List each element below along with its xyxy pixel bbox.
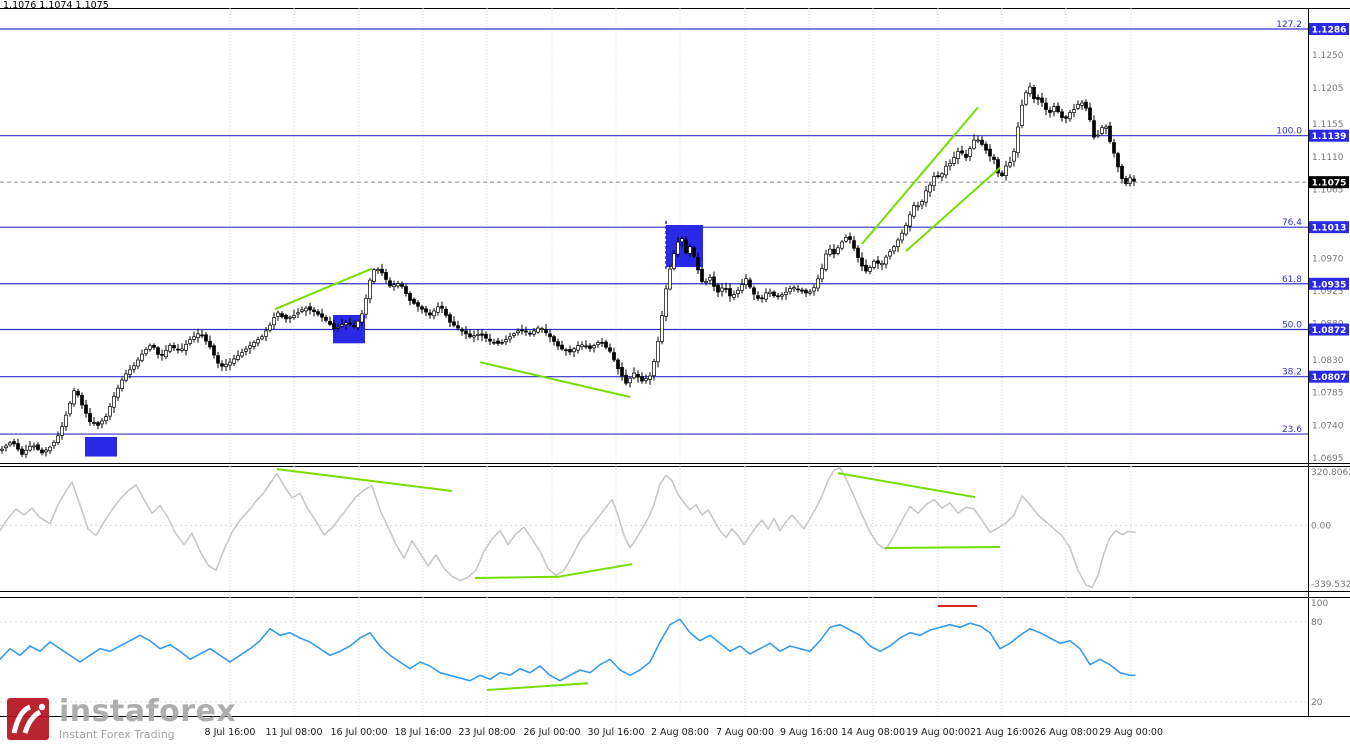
price-axis-label: 1.0925 xyxy=(1312,287,1344,297)
trend-line[interactable] xyxy=(837,472,976,499)
highlight-boxes xyxy=(85,220,703,457)
svg-text:1.0807: 1.0807 xyxy=(1312,373,1347,383)
cci-indicator-canvas[interactable]: 320.8062 0.00 -339.532 xyxy=(0,466,1350,591)
indicator-axis-label: 100 xyxy=(1311,599,1328,609)
time-axis-label: 23 Jul 08:00 xyxy=(458,727,516,738)
grid-lines xyxy=(229,597,1132,716)
svg-text:1.1013: 1.1013 xyxy=(1312,224,1347,234)
panel-border-top xyxy=(0,8,1350,9)
fib-level-label: 38.2 xyxy=(1282,368,1302,378)
fib-price-badge xyxy=(1309,323,1349,336)
fib-price-badge xyxy=(1309,221,1349,234)
rsi-indicator-line xyxy=(0,618,1136,682)
fib-level-label: 127.2 xyxy=(1276,20,1302,30)
time-axis-label: 9 Aug 16:00 xyxy=(779,727,839,738)
ohlc-quote-readout: 1.1076 1.1074 1.1075 xyxy=(3,0,109,11)
fib-price-badge xyxy=(1309,23,1349,35)
rsi-axis: 100 80 20 xyxy=(1311,599,1328,708)
panel-splitter-line[interactable] xyxy=(0,463,1350,464)
time-axis-label: 11 Jul 08:00 xyxy=(265,727,323,738)
fib-level-lines xyxy=(0,28,1308,435)
price-axis-label: 1.1155 xyxy=(1312,120,1344,130)
price-axis-label: 1.1110 xyxy=(1312,153,1344,163)
indicator-axis-label: 320.8062 xyxy=(1311,468,1350,478)
time-axis-label: 8 Jul 16:00 xyxy=(204,727,256,738)
watermark: instaforex Instant Forex Trading xyxy=(6,697,236,741)
svg-text:1.1075: 1.1075 xyxy=(1312,179,1347,189)
time-axis-label: 7 Aug 00:00 xyxy=(715,727,775,738)
fib-level-label: 76.4 xyxy=(1282,218,1302,228)
svg-text:1.1286: 1.1286 xyxy=(1312,26,1347,36)
indicator-axis-label: 80 xyxy=(1311,618,1323,628)
indicator-axis-label: -339.532 xyxy=(1311,580,1350,590)
candlestick-series xyxy=(0,82,1136,458)
price-axis-label: 1.0830 xyxy=(1312,356,1344,366)
price-axis: 1.1250 1.1205 1.1155 1.1110 1.1065 1.0970 1.09… xyxy=(1276,20,1349,463)
price-axis-label: 1.0695 xyxy=(1312,454,1344,463)
time-axis-label: 29 Aug 00:00 xyxy=(1098,727,1164,738)
fib-price-badge xyxy=(1309,370,1349,383)
price-axis-separator xyxy=(1308,8,1309,716)
trend-line[interactable] xyxy=(474,563,633,579)
svg-text:1.1139: 1.1139 xyxy=(1312,132,1347,142)
trend-line[interactable] xyxy=(486,682,589,691)
time-axis-label: 26 Aug 08:00 xyxy=(1033,727,1099,738)
time-axis-label: 26 Jul 00:00 xyxy=(523,727,581,738)
brand-tagline: Instant Forex Trading xyxy=(59,728,175,741)
fib-price-badge xyxy=(1309,277,1349,290)
trend-line[interactable] xyxy=(884,546,1001,549)
fib-level-label: 23.6 xyxy=(1282,425,1302,435)
time-axis-label: 19 Aug 00:00 xyxy=(905,727,971,738)
cci-axis: 320.8062 0.00 -339.532 xyxy=(1311,468,1350,590)
time-axis-label: 16 Jul 00:00 xyxy=(330,727,388,738)
fib-level-label: 50.0 xyxy=(1282,321,1302,331)
time-axis-border xyxy=(0,716,1350,717)
price-axis-label: 1.0740 xyxy=(1312,421,1344,431)
fib-level-label: 61.8 xyxy=(1282,275,1302,285)
time-axis-label: 21 Aug 16:00 xyxy=(969,727,1035,738)
cci-indicator-line xyxy=(0,466,1136,589)
price-axis-label: 1.0785 xyxy=(1312,389,1344,399)
indicator-axis-label: 20 xyxy=(1311,698,1323,708)
price-axis-label: 1.0970 xyxy=(1312,254,1344,264)
rsi-indicator-canvas[interactable]: 100 80 20 xyxy=(0,597,1350,716)
svg-text:1.0872: 1.0872 xyxy=(1312,326,1347,336)
indicator-axis-label: 0.00 xyxy=(1311,521,1331,531)
brand-name: instaforex xyxy=(59,694,237,729)
time-axis-label: 30 Jul 16:00 xyxy=(587,727,645,738)
price-axis-label: 1.1250 xyxy=(1312,51,1344,61)
fib-level-label: 100.0 xyxy=(1276,127,1302,137)
instaforex-logo-icon xyxy=(7,698,49,740)
svg-text:1.0935: 1.0935 xyxy=(1312,280,1347,290)
panel-splitter-line[interactable] xyxy=(0,591,1350,592)
time-axis-label: 2 Aug 08:00 xyxy=(650,727,710,738)
main-price-chart-canvas[interactable]: 1.1250 1.1205 1.1155 1.1110 1.1065 1.0970 1.09… xyxy=(0,8,1350,463)
fib-price-badge xyxy=(1309,129,1349,142)
trend-line[interactable] xyxy=(276,468,453,492)
grid-lines xyxy=(229,8,1132,463)
current-price-badge xyxy=(1309,176,1349,189)
panel-splitter-line[interactable] xyxy=(0,466,1350,467)
price-axis-label: 1.1205 xyxy=(1312,84,1344,94)
panel-splitter-line[interactable] xyxy=(0,597,1350,598)
price-axis-label: 1.1065 xyxy=(1312,185,1344,195)
time-axis[interactable]: 8 Jul 16:00 11 Jul 08:00 16 Jul 00:00 18 Ju… xyxy=(0,717,1350,750)
time-axis-label: 18 Jul 16:00 xyxy=(394,727,452,738)
time-axis-label: 14 Aug 08:00 xyxy=(840,727,906,738)
trend-lines[interactable] xyxy=(274,106,1001,398)
